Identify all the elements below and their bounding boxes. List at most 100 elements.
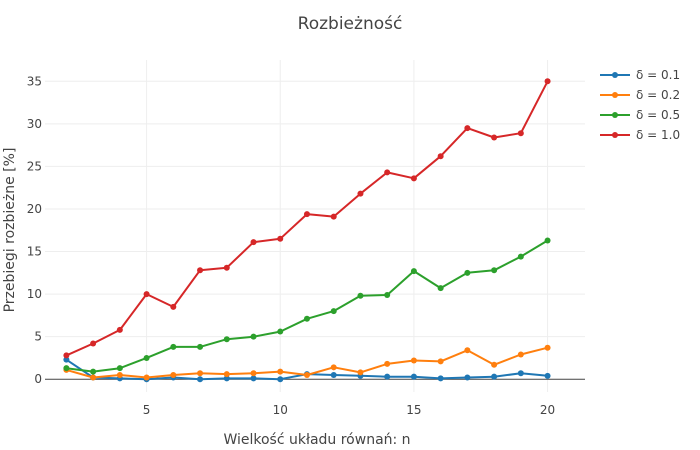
data-point-1-7 [197,370,204,377]
data-point-3-2 [63,352,70,359]
data-point-1-16 [437,358,444,365]
data-point-3-19 [517,130,524,137]
legend-marker-0 [612,72,618,78]
x-tick-labels: 5 10 15 20 [143,403,555,417]
legend[interactable]: δ = 0.1 δ = 0.2 δ = 0.5 δ = 1.0 [600,68,680,142]
legend-item-0[interactable]: δ = 0.1 [600,68,680,82]
data-point-0-15 [410,373,417,380]
data-point-3-20 [544,78,551,85]
series-line-3 [65,80,549,357]
data-point-2-19 [517,253,524,260]
data-point-2-5 [143,354,150,361]
data-point-3-10 [277,235,284,242]
data-point-3-18 [491,134,498,141]
legend-item-3[interactable]: δ = 1.0 [600,128,680,142]
data-point-2-16 [437,285,444,292]
data-point-1-14 [384,360,391,367]
data-point-3-14 [384,169,391,176]
legend-label-0: δ = 0.1 [636,68,680,82]
y-tick-label-30: 30 [27,117,42,131]
data-point-2-20 [544,237,551,244]
data-point-3-12 [330,213,337,220]
data-point-2-14 [384,291,391,298]
data-point-3-9 [250,239,257,246]
grid [45,60,585,392]
y-axis-label: Przebiegi rozbieżne [%] [2,148,18,313]
legend-marker-1 [612,92,618,98]
x-tick-label-20: 20 [540,403,555,417]
data-point-1-10 [277,368,284,375]
data-point-1-11 [303,371,310,378]
data-point-1-5 [143,374,150,381]
data-point-0-16 [437,375,444,382]
data-point-3-13 [357,190,364,197]
data-point-3-4 [116,326,123,333]
data-point-1-9 [250,370,257,377]
data-point-2-3 [90,368,97,375]
data-point-1-3 [90,374,97,381]
data-point-0-20 [544,372,551,379]
data-point-1-12 [330,364,337,371]
data-point-2-7 [197,343,204,350]
data-point-0-18 [491,373,498,380]
data-point-2-4 [116,365,123,372]
y-tick-label-35: 35 [27,74,42,88]
y-tick-label-25: 25 [27,159,42,173]
data-point-3-16 [437,153,444,160]
legend-item-2[interactable]: δ = 0.5 [600,108,680,122]
data-point-2-10 [277,328,284,335]
series-3 [63,78,551,359]
data-point-1-17 [464,347,471,354]
data-point-0-12 [330,371,337,378]
data-point-3-17 [464,125,471,132]
data-point-1-4 [116,371,123,378]
data-point-2-11 [303,315,310,322]
data-point-2-12 [330,308,337,315]
x-tick-label-10: 10 [273,403,288,417]
y-tick-label-15: 15 [27,245,42,259]
data-point-1-6 [170,371,177,378]
legend-label-2: δ = 0.5 [636,108,680,122]
y-tick-label-20: 20 [27,202,42,216]
data-point-1-18 [491,361,498,368]
data-point-3-15 [410,175,417,182]
data-point-0-8 [223,375,230,382]
legend-label-1: δ = 0.2 [636,88,680,102]
legend-label-3: δ = 1.0 [636,128,680,142]
x-axis-label: Wielkość układu równań: n [223,432,410,448]
series-0 [63,356,551,383]
legend-item-1[interactable]: δ = 0.2 [600,88,680,102]
data-point-0-14 [384,373,391,380]
data-point-2-9 [250,333,257,340]
legend-marker-2 [612,112,618,118]
data-point-2-2 [63,365,70,372]
data-point-0-2 [63,356,70,363]
data-point-3-6 [170,303,177,310]
y-tick-label-5: 5 [34,330,42,344]
data-point-0-19 [517,370,524,377]
data-point-1-13 [357,369,364,376]
data-point-1-8 [223,371,230,378]
data-point-1-20 [544,344,551,351]
y-tick-label-0: 0 [34,372,42,386]
chart-title: Rozbieżność [298,14,403,34]
data-point-3-7 [197,267,204,274]
data-point-0-10 [277,376,284,383]
data-point-2-18 [491,267,498,274]
series-group [63,78,551,383]
data-point-3-11 [303,211,310,218]
data-point-0-17 [464,374,471,381]
data-point-2-6 [170,343,177,350]
data-point-2-17 [464,269,471,276]
x-tick-label-5: 5 [143,403,151,417]
y-tick-labels: 0 5 10 15 20 25 30 35 [27,74,42,386]
data-point-1-19 [517,351,524,358]
data-point-3-3 [90,340,97,347]
data-point-2-8 [223,336,230,343]
data-point-2-13 [357,292,364,299]
y-tick-label-10: 10 [27,287,42,301]
data-point-3-8 [223,264,230,271]
x-tick-label-15: 15 [406,403,421,417]
data-point-0-9 [250,375,257,382]
